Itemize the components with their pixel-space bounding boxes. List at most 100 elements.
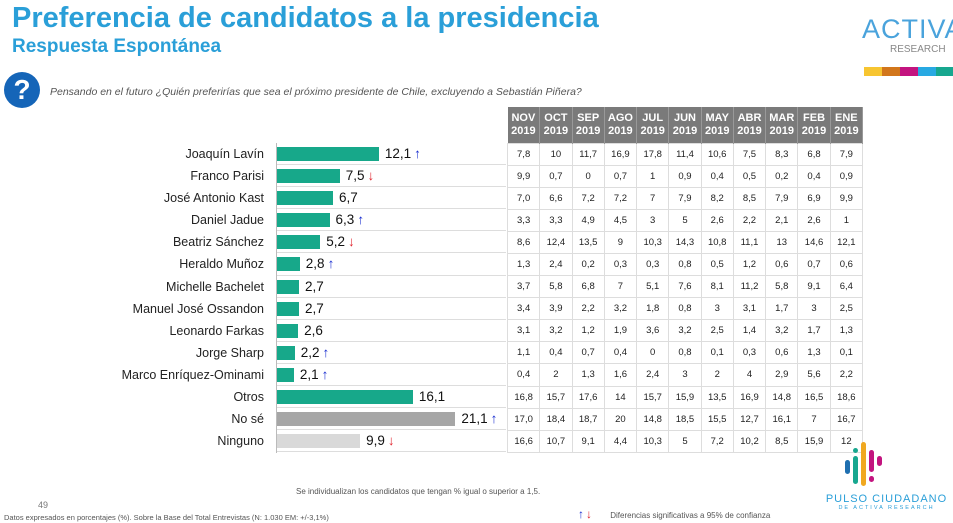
table-cell: 15,9 <box>668 385 702 409</box>
candidate-name: Marco Enríquez-Ominami <box>121 367 264 382</box>
header-month: SEP <box>577 111 600 124</box>
table-cell: 3,3 <box>506 208 541 232</box>
table-cell: 4,4 <box>603 429 638 453</box>
table-cell: 0,6 <box>829 252 864 277</box>
arrow-down-icon: ↓ <box>347 234 355 250</box>
bar-value-label: 16,1 <box>419 389 445 404</box>
table-cell: 15,5 <box>700 407 734 431</box>
table-cell: 4 <box>732 363 767 387</box>
table-cell: 16,9 <box>603 142 638 166</box>
table-cell: 0,8 <box>668 252 702 277</box>
table-cell: 1,8 <box>636 297 670 321</box>
table-cell: 16,8 <box>506 385 541 409</box>
table-cell: 12,7 <box>732 407 767 431</box>
column-header: ENE 2019 <box>830 107 864 143</box>
table-cell: 0,9 <box>829 164 864 188</box>
header-year: 2019 <box>737 124 762 137</box>
pulso-logo-mark <box>820 442 953 490</box>
table-cell: 0,4 <box>603 341 638 365</box>
table-cell: 5 <box>668 208 702 232</box>
table-cell: 9 <box>603 230 638 254</box>
bar-value: 5,2 <box>326 234 345 250</box>
table-cell: 0,2 <box>765 164 799 188</box>
bar <box>276 323 299 338</box>
bar-value: 7,5 <box>345 168 365 184</box>
table-row: 9,9 0,7 0 0,7 1 0,9 0,4 0,5 0,2 0,4 0,9 <box>506 164 864 188</box>
table-cell: 18,6 <box>829 385 864 409</box>
bar <box>276 169 340 184</box>
bar-value-label: 5,2 ↓ <box>326 234 355 249</box>
page-title: Preferencia de candidatos a la presidenc… <box>12 2 599 34</box>
table-cell: 5,6 <box>797 363 831 387</box>
bar-value-label: 2,8 ↑ <box>306 256 335 271</box>
bar-value: 6,3 <box>335 212 355 228</box>
table-cell: 1,4 <box>732 319 767 343</box>
bar <box>276 412 456 427</box>
table-cell: 9,9 <box>829 186 864 210</box>
bar-row: 5,2 ↓ <box>276 231 506 254</box>
table-cell: 1,6 <box>603 363 638 387</box>
column-header: AGO 2019 <box>604 107 638 143</box>
bar-value: 2,7 <box>304 300 324 316</box>
table-cell: 10,2 <box>732 429 767 453</box>
bar-chart: 12,1 ↑ 7,5 ↓ 6,7 6,3 ↑ 5,2 ↓ 2,8 ↑ 2,7 2,7 2,6 2,2 ↑ 2,1… <box>276 143 506 453</box>
arrow-up-icon: ↑ <box>322 344 330 360</box>
arrow-up-icon: ↑ <box>414 146 421 161</box>
header-month: ENE <box>835 111 858 124</box>
table-cell: 0,3 <box>636 252 670 277</box>
table-cell: 2,6 <box>700 208 734 232</box>
bar-value-label: 2,7 <box>305 279 324 294</box>
brand-name: PULSO CIUDADANO <box>825 493 948 505</box>
table-cell: 1,2 <box>571 319 605 343</box>
table-cell: 11,2 <box>732 275 767 299</box>
header-year: 2019 <box>704 124 730 137</box>
table-cell: 2,1 <box>765 208 799 232</box>
brand-sub: DE ACTIVA RESEARCH <box>838 505 935 511</box>
table-cell: 1 <box>829 208 864 232</box>
table-cell: 12,1 <box>829 230 864 254</box>
table-cell: 17,6 <box>571 385 605 409</box>
table-cell: 3,2 <box>539 319 573 343</box>
table-cell: 12,4 <box>539 230 573 254</box>
table-cell: 9,9 <box>506 164 541 188</box>
table-cell: 0,8 <box>668 341 702 365</box>
table-cell: 6,9 <box>797 186 831 210</box>
table-cell: 3,9 <box>539 297 573 321</box>
bar-value: 12,1 <box>384 146 412 161</box>
column-header: JUN 2019 <box>668 107 702 143</box>
table-cell: 3,1 <box>732 297 767 321</box>
table-cell: 2,2 <box>571 297 605 321</box>
bar-row: 2,7 <box>276 276 506 298</box>
table-cell: 6,8 <box>571 275 605 299</box>
bar-row: 6,7 <box>276 187 506 210</box>
table-cell: 14,8 <box>765 385 799 409</box>
candidate-name: Otros <box>233 390 264 405</box>
bar-value-label: 7,5 ↓ <box>346 168 375 183</box>
table-cell: 3,7 <box>506 275 541 299</box>
table-cell: 20 <box>603 407 638 431</box>
table-cell: 3,4 <box>506 297 541 321</box>
table-cell: 16,7 <box>829 407 864 431</box>
bar <box>276 213 330 228</box>
table-cell: 13,5 <box>571 230 605 254</box>
table-row: 3,3 3,3 4,9 4,5 3 5 2,6 2,2 2,1 2,6 1 <box>506 208 864 232</box>
stripe <box>900 67 918 76</box>
table-cell: 2,6 <box>797 208 831 232</box>
logo-sub: RESEARCH <box>890 44 946 55</box>
candidate-name: Joaquín Lavín <box>185 147 264 161</box>
table-cell: 3 <box>636 208 670 232</box>
table-cell: 11,7 <box>571 142 605 166</box>
table-cell: 3,2 <box>668 319 702 343</box>
table-cell: 0,1 <box>700 341 734 365</box>
table-cell: 3,2 <box>603 297 638 321</box>
table-cell: 8,3 <box>765 142 799 166</box>
table-cell: 1,3 <box>797 341 831 365</box>
chart-axis <box>276 143 277 453</box>
table-cell: 6,6 <box>539 186 573 210</box>
table-cell: 0,4 <box>700 164 734 188</box>
column-header: MAY 2019 <box>701 107 734 143</box>
table-cell: 0,7 <box>797 252 831 277</box>
legend-text: Diferencias significativas a 95% de conf… <box>610 511 771 520</box>
bar-value-label: 2,7 <box>305 301 324 316</box>
survey-question: Pensando en el futuro ¿Quién preferirías… <box>50 86 582 98</box>
